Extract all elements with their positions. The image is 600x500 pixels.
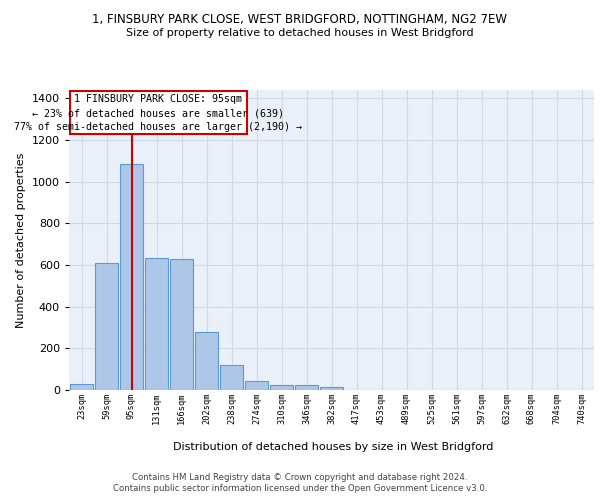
Text: Contains HM Land Registry data © Crown copyright and database right 2024.: Contains HM Land Registry data © Crown c… <box>132 472 468 482</box>
Text: ← 23% of detached houses are smaller (639): ← 23% of detached houses are smaller (63… <box>32 108 284 118</box>
Bar <box>170 259 193 390</box>
Bar <box>70 384 94 390</box>
Y-axis label: Number of detached properties: Number of detached properties <box>16 152 26 328</box>
Text: 1, FINSBURY PARK CLOSE, WEST BRIDGFORD, NOTTINGHAM, NG2 7EW: 1, FINSBURY PARK CLOSE, WEST BRIDGFORD, … <box>92 12 508 26</box>
Bar <box>245 381 268 390</box>
Bar <box>194 332 218 390</box>
Bar <box>145 258 169 390</box>
Text: 77% of semi-detached houses are larger (2,190) →: 77% of semi-detached houses are larger (… <box>14 122 302 132</box>
Text: Contains public sector information licensed under the Open Government Licence v3: Contains public sector information licen… <box>113 484 487 493</box>
FancyBboxPatch shape <box>70 91 247 134</box>
Bar <box>320 387 343 390</box>
Bar <box>119 164 143 390</box>
Bar <box>220 365 244 390</box>
Text: Distribution of detached houses by size in West Bridgford: Distribution of detached houses by size … <box>173 442 493 452</box>
Bar <box>269 386 293 390</box>
Bar <box>295 386 319 390</box>
Text: 1 FINSBURY PARK CLOSE: 95sqm: 1 FINSBURY PARK CLOSE: 95sqm <box>74 94 242 104</box>
Bar <box>95 262 118 390</box>
Text: Size of property relative to detached houses in West Bridgford: Size of property relative to detached ho… <box>126 28 474 38</box>
